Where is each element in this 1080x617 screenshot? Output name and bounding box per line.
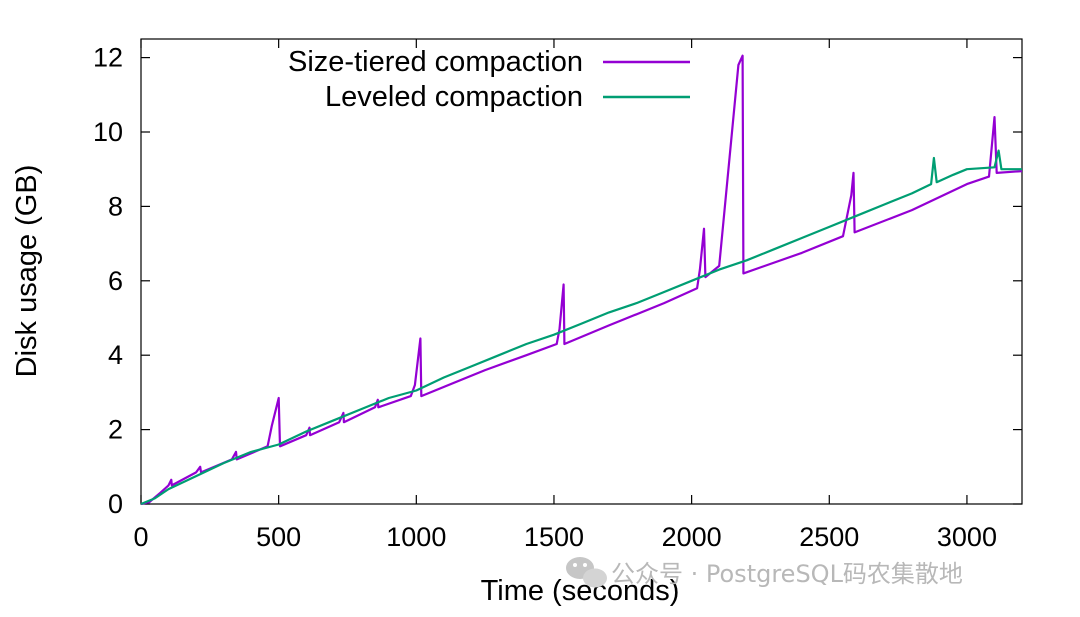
watermark: 公众号 · PostgreSQL码农集散地 xyxy=(566,557,963,588)
y-tick-label-4: 8 xyxy=(108,191,123,221)
x-tick-label-5: 2500 xyxy=(799,522,859,552)
x-tick-label-1: 500 xyxy=(256,522,301,552)
y-tick-label-0: 0 xyxy=(108,489,123,519)
y-axis-title: Disk usage (GB) xyxy=(11,165,43,378)
series-line-leveled xyxy=(140,149,1022,506)
series-line-size-tiered xyxy=(140,54,1023,506)
x-tick-label-0: 0 xyxy=(133,522,148,552)
y-tick-label-5: 10 xyxy=(93,117,123,147)
x-tick-label-2: 1000 xyxy=(386,522,446,552)
legend-label-size-tiered: Size-tiered compaction xyxy=(288,46,583,78)
y-tick-label-3: 6 xyxy=(108,266,123,296)
legend: Size-tiered compaction Leveled compactio… xyxy=(288,46,690,113)
x-tick-label-3: 1500 xyxy=(524,522,584,552)
plot-frame xyxy=(140,38,1023,505)
y-axis-ticks: 0 2 4 6 8 10 12 xyxy=(93,43,1022,519)
series-layer xyxy=(140,54,1023,506)
x-tick-label-4: 2000 xyxy=(662,522,722,552)
y-tick-label-6: 12 xyxy=(93,43,123,73)
y-tick-label-1: 2 xyxy=(108,415,123,445)
plot-area: 0 2 4 6 8 10 12 0 500 1000 1500 2000 2500 3000 xyxy=(93,38,1023,552)
watermark-text: 公众号 · PostgreSQL码农集散地 xyxy=(611,560,963,588)
legend-label-leveled: Leveled compaction xyxy=(325,81,583,113)
wechat-icon xyxy=(566,557,607,588)
x-axis-ticks: 0 500 1000 1500 2000 2500 3000 xyxy=(133,39,997,552)
y-tick-label-2: 4 xyxy=(108,340,123,370)
x-tick-label-6: 3000 xyxy=(937,522,997,552)
x-axis-title: Time (seconds) xyxy=(481,575,680,607)
